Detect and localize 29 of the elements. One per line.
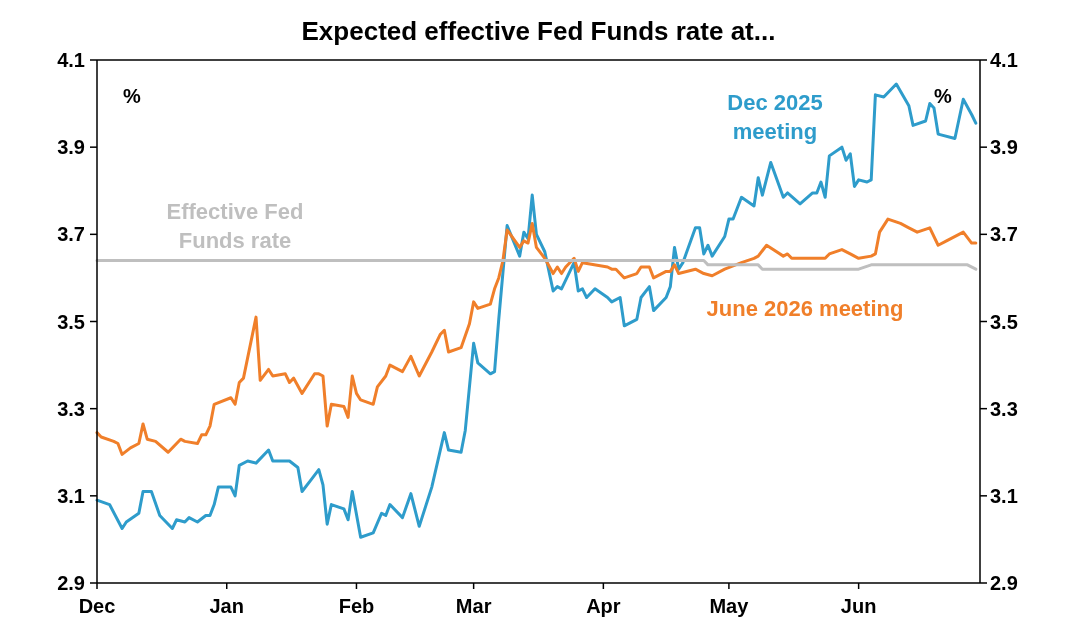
y2-tick-label: 3.7 [990, 223, 1018, 246]
series-label: June 2026 meeting [706, 296, 904, 321]
x-tick-label: Apr [586, 595, 621, 617]
y2-tick-label: 4.1 [990, 49, 1018, 71]
y-tick-label: 3.1 [57, 484, 85, 507]
y2-tick-label: 3.5 [990, 310, 1018, 333]
line-series [95, 217, 978, 456]
y-tick-label: 2.9 [57, 572, 85, 594]
y2-tick-label: 2.9 [990, 572, 1018, 594]
x-tick-label: Mar [455, 595, 492, 617]
y2-axis-title: % [934, 85, 953, 107]
x-tick-label: Dec [78, 595, 116, 617]
x-tick-label: Feb [338, 595, 375, 617]
y2-tick-label: 3.9 [990, 136, 1018, 159]
y-tick-label: 3.5 [57, 310, 85, 333]
y-tick-label: 3.3 [57, 397, 85, 420]
x-tick-label: Jan [209, 595, 244, 617]
y-tick-label: 4.1 [57, 49, 85, 71]
series-label: Effective Fed Funds rate [166, 199, 304, 253]
x-tick-label: Jun [840, 595, 877, 617]
x-tick-label: May [709, 595, 750, 617]
y-tick-label: 3.9 [57, 136, 85, 159]
y2-tick-label: 3.1 [990, 484, 1018, 507]
series-label: Dec 2025 meeting [727, 90, 823, 144]
y-tick-label: 3.7 [57, 223, 85, 246]
y-axis-title: % [123, 85, 142, 107]
y2-tick-label: 3.3 [990, 397, 1018, 420]
chart-title: Expected effective Fed Funds rate at... [301, 16, 776, 46]
line-series [95, 82, 978, 539]
